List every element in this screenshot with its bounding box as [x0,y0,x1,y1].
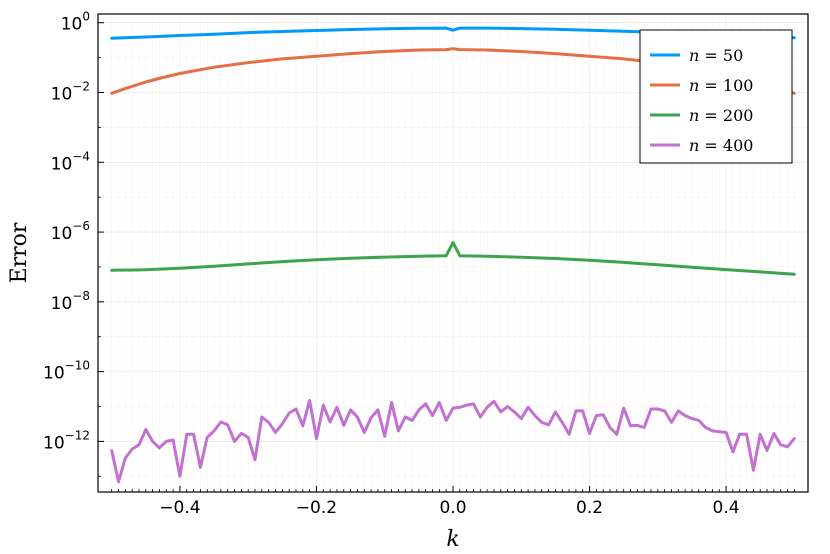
x-axis-title: k [446,527,459,552]
x-tick-label: 0.0 [439,498,466,518]
axis-ticks: −0.4 −0.2 0.0 0.2 0.4 100 10−2 10−4 10−6 10−8 10−1… [43,10,795,518]
y-tick-label: 10−12 [43,428,90,453]
series-line-3 [110,398,796,484]
y-axis-title: Error [7,222,32,283]
series-line-2 [110,241,796,276]
x-tick-label: 0.4 [713,498,740,518]
y-tick-label: 10−6 [51,219,90,244]
legend: n = 50 n = 100 n = 200 n = 400 [639,29,793,164]
y-tick-label: 10−2 [51,80,90,105]
legend-box [639,29,793,164]
y-tick-label: 10−8 [51,289,90,314]
y-tick-label: 10−4 [51,149,90,174]
y-tick-label: 100 [61,10,90,35]
legend-label-2: n = 200 [689,106,753,125]
legend-label-1: n = 100 [689,76,753,95]
y-tick-label: 10−10 [43,359,90,384]
x-tick-label: 0.2 [576,498,603,518]
x-tick-label: −0.4 [159,498,200,518]
legend-label-3: n = 400 [689,136,753,155]
x-tick-label: −0.2 [296,498,337,518]
legend-label-0: n = 50 [689,46,743,65]
